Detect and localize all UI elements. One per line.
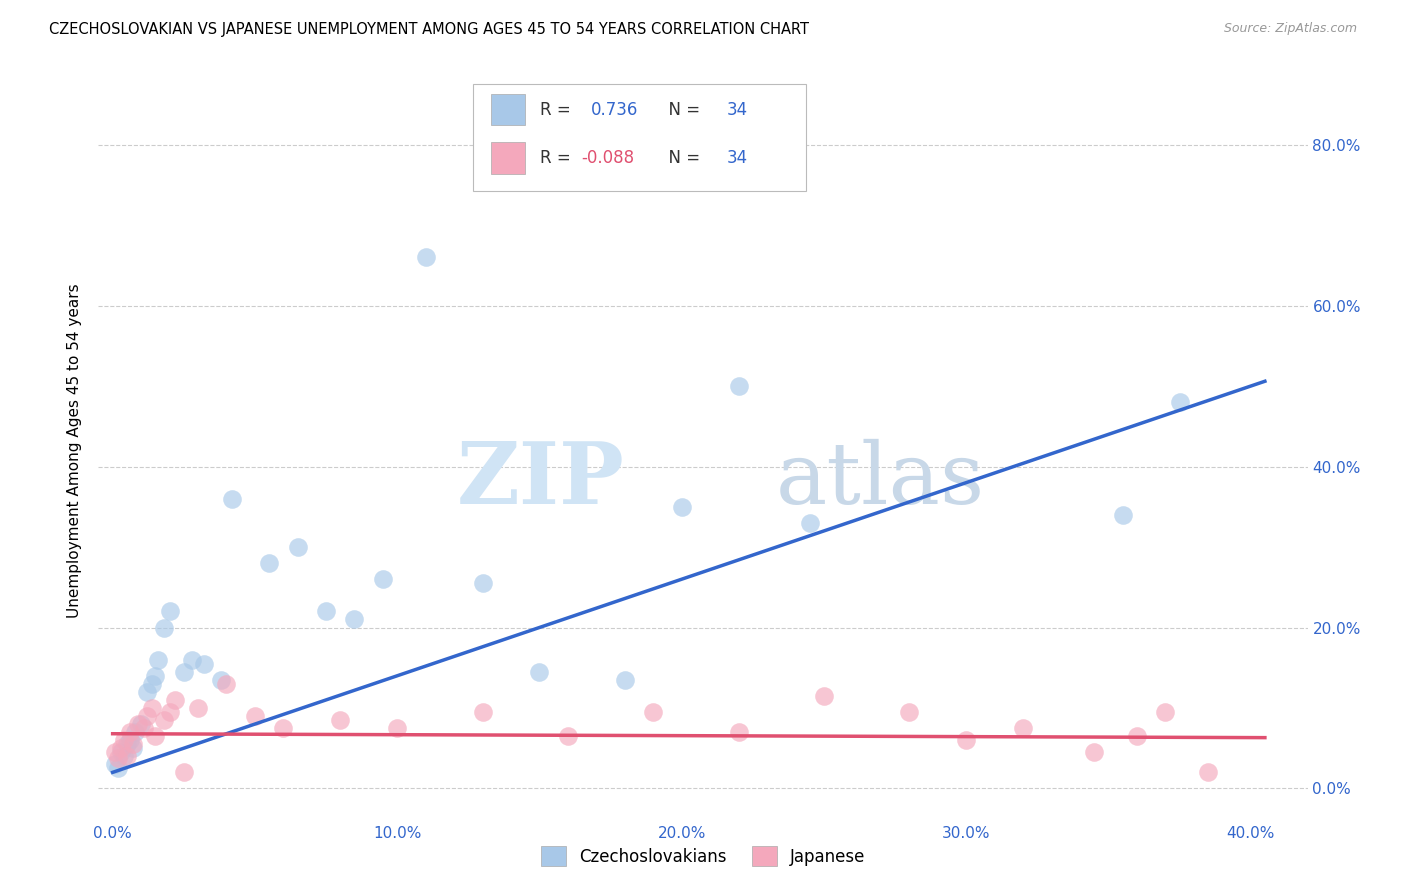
Point [107, 751, 129, 765]
FancyBboxPatch shape [492, 143, 526, 174]
Point [193, 657, 215, 671]
Point [273, 721, 295, 735]
Point [471, 705, 494, 719]
Point [104, 745, 127, 759]
Point [415, 250, 437, 264]
Point [115, 737, 138, 751]
Point [135, 685, 157, 699]
Point [104, 757, 127, 772]
Point [143, 669, 166, 683]
Point [1168, 395, 1191, 409]
Point [315, 604, 337, 618]
Point [215, 677, 238, 691]
Point [159, 604, 181, 618]
Point [124, 725, 146, 739]
Point [1012, 721, 1035, 735]
Point [107, 761, 129, 775]
Point [181, 653, 204, 667]
Point [643, 705, 665, 719]
Text: 34: 34 [727, 101, 748, 119]
Point [173, 765, 195, 780]
Point [153, 713, 176, 727]
Point [153, 620, 176, 634]
Point [221, 491, 243, 506]
Point [141, 677, 163, 691]
Point [127, 717, 149, 731]
Point [385, 721, 408, 735]
Point [671, 500, 693, 514]
Y-axis label: Unemployment Among Ages 45 to 54 years: Unemployment Among Ages 45 to 54 years [67, 283, 83, 618]
Text: CZECHOSLOVAKIAN VS JAPANESE UNEMPLOYMENT AMONG AGES 45 TO 54 YEARS CORRELATION C: CZECHOSLOVAKIAN VS JAPANESE UNEMPLOYMENT… [49, 22, 810, 37]
Legend: Czechoslovakians, Japanese: Czechoslovakians, Japanese [534, 839, 872, 873]
Point [159, 705, 181, 719]
Point [727, 725, 749, 739]
Point [1111, 508, 1133, 522]
Text: -0.088: -0.088 [581, 149, 634, 167]
Point [1083, 745, 1105, 759]
Point [329, 713, 352, 727]
Point [165, 693, 187, 707]
Point [1154, 705, 1177, 719]
Point [135, 709, 157, 723]
Point [727, 379, 749, 393]
Point [343, 612, 366, 626]
Point [121, 741, 143, 756]
Point [110, 745, 132, 759]
Point [132, 721, 155, 735]
Point [898, 705, 921, 719]
Point [121, 737, 143, 751]
Point [371, 572, 394, 586]
FancyBboxPatch shape [492, 95, 526, 126]
Text: N =: N = [658, 149, 706, 167]
Point [955, 733, 977, 747]
Point [110, 741, 132, 756]
Point [115, 749, 138, 764]
Point [141, 701, 163, 715]
Point [813, 689, 835, 703]
Text: atlas: atlas [776, 439, 984, 522]
Point [799, 516, 821, 530]
Point [613, 673, 636, 687]
Point [557, 729, 579, 743]
Text: N =: N = [658, 101, 706, 119]
Point [257, 556, 280, 570]
Point [243, 709, 266, 723]
Point [129, 717, 152, 731]
Point [1126, 729, 1149, 743]
Point [118, 733, 141, 747]
Point [112, 733, 135, 747]
Text: R =: R = [540, 101, 576, 119]
Point [143, 729, 166, 743]
Text: 34: 34 [727, 149, 748, 167]
Point [529, 665, 551, 679]
Point [187, 701, 209, 715]
Text: ZIP: ZIP [457, 438, 624, 522]
Point [287, 540, 309, 554]
FancyBboxPatch shape [474, 84, 806, 191]
Point [173, 665, 195, 679]
Text: R =: R = [540, 149, 576, 167]
Point [112, 749, 135, 764]
Point [1197, 765, 1219, 780]
Point [146, 653, 169, 667]
Point [209, 673, 232, 687]
Point [471, 576, 494, 591]
Point [118, 725, 141, 739]
Text: Source: ZipAtlas.com: Source: ZipAtlas.com [1223, 22, 1357, 36]
Text: 0.736: 0.736 [591, 101, 638, 119]
